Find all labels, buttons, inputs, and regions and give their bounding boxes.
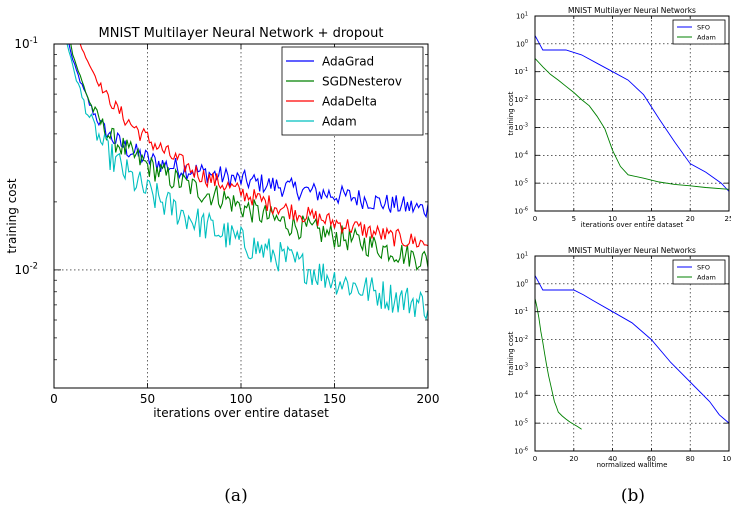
series-line-adam [535, 58, 729, 190]
plot-frame [534, 15, 730, 212]
x-tick-label: 20 [569, 455, 578, 463]
y-tick-label: 100 [516, 39, 528, 48]
y-tick-label: 100 [516, 279, 528, 288]
legend-box [281, 46, 424, 136]
x-tick-label: 80 [686, 455, 695, 463]
x-tick-label: 60 [647, 455, 656, 463]
chart-2: 0 5 10 15 20 25 10-6 10-5 10-4 10-3 10-2 10-1 100 101… [507, 6, 731, 229]
series-line-adadelta [79, 44, 428, 248]
chart-title: MNIST Multilayer Neural Networks [568, 246, 696, 255]
y-tick-label: 10-4 [514, 391, 528, 400]
legend-label: Adam [322, 115, 357, 129]
y-tick-label: 10-2 [14, 261, 38, 277]
legend-box [672, 259, 726, 285]
chart-1: 0 50 100 150 200 10-2 10-1 MNIST Multilayer Neu… [5, 26, 439, 420]
chart-title: MNIST Multilayer Neural Network + dropou… [99, 26, 384, 41]
x-tick-label: 0 [50, 392, 58, 406]
legend: SFO Adam [672, 19, 726, 45]
grid [535, 256, 729, 451]
x-tick-label: 20 [686, 215, 695, 223]
y-tick-label: 10-1 [514, 67, 528, 76]
y-tick-label: 10-1 [14, 35, 38, 51]
grid [535, 16, 729, 211]
chart-title: MNIST Multilayer Neural Networks [568, 6, 696, 15]
legend-label: SFO [697, 23, 710, 31]
plot-frame [534, 255, 730, 452]
legend-label: Adam [697, 273, 716, 281]
x-tick-label: 200 [417, 392, 440, 406]
x-tick-label: 0 [533, 455, 537, 463]
y-axis-label: training cost [507, 91, 515, 135]
legend-label: AdaDelta [322, 95, 377, 109]
y-tick-label: 101 [516, 11, 528, 20]
legend-box [672, 19, 726, 45]
x-tick-label: 10 [608, 215, 617, 223]
legend-label: AdaGrad [322, 55, 374, 69]
y-tick-label: 10-3 [514, 123, 528, 132]
y-tick-label: 10-1 [514, 307, 528, 316]
caption-b: (b) [621, 486, 645, 506]
y-tick-label: 10-5 [514, 418, 528, 427]
series-line-adagrad [68, 44, 428, 219]
y-tick-label: 10-2 [514, 335, 528, 344]
y-tick-label: 10-6 [514, 446, 528, 455]
caption-a: (a) [224, 486, 247, 506]
legend-label: SFO [697, 263, 710, 271]
y-tick-label: 10-2 [514, 95, 528, 104]
y-tick-label: 10-5 [514, 178, 528, 187]
series-line-sfo [535, 275, 729, 424]
x-axis-label: iterations over entire dataset [581, 221, 684, 229]
series-line-adam [66, 44, 428, 321]
chart-3: 0 20 40 60 80 100 10-6 10-5 10-4 10-3 10-2 10-1 100 1… [507, 246, 731, 469]
x-tick-label: 40 [608, 455, 617, 463]
x-tick-label: 150 [323, 392, 346, 406]
x-tick-label: 0 [533, 215, 537, 223]
y-tick-label: 10-4 [514, 151, 528, 160]
series-line-sfo [535, 35, 729, 192]
series-line-adam [535, 298, 582, 430]
legend: SFO Adam [672, 259, 726, 285]
x-tick-label: 50 [140, 392, 155, 406]
x-tick-label: 100 [230, 392, 253, 406]
x-tick-label: 15 [647, 215, 656, 223]
x-tick-label: 100 [722, 455, 731, 463]
legend-label: SGDNesterov [322, 75, 402, 89]
x-axis-label: iterations over entire dataset [153, 406, 329, 420]
series-line-sgdnesterov [70, 44, 428, 272]
x-tick-label: 5 [572, 215, 576, 223]
y-tick-label: 10-6 [514, 206, 528, 215]
y-tick-label: 10-3 [514, 363, 528, 372]
y-tick-label: 101 [516, 251, 528, 260]
x-axis-label: normalized walltime [597, 461, 668, 469]
y-axis-label: training cost [5, 178, 19, 253]
legend: AdaGrad SGDNesterov AdaDelta Adam [281, 46, 424, 136]
x-tick-label: 25 [725, 215, 731, 223]
y-axis-label: training cost [507, 331, 515, 375]
legend-label: Adam [697, 33, 716, 41]
